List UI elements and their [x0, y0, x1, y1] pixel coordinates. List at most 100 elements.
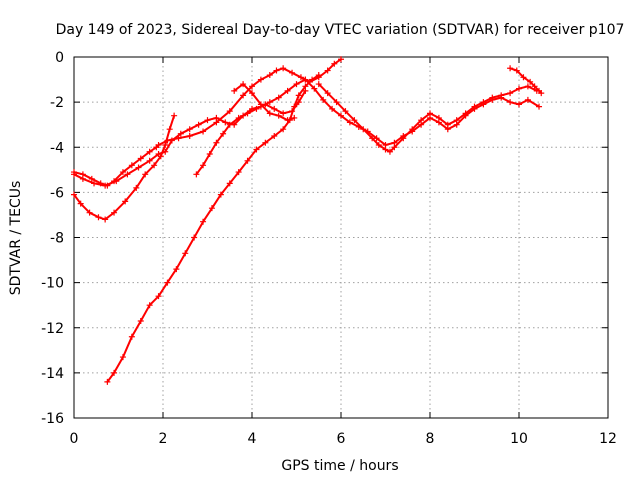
data-point	[320, 96, 327, 103]
series-trace	[73, 114, 176, 221]
y-tick-label: 0	[55, 50, 64, 66]
data-point	[95, 214, 102, 221]
data-point	[338, 112, 344, 119]
y-tick-label: -12	[41, 321, 64, 337]
data-point	[155, 293, 162, 300]
data-point	[444, 126, 451, 133]
data-point	[280, 126, 287, 133]
data-point	[346, 119, 353, 126]
data-point	[213, 114, 220, 121]
data-point	[453, 121, 460, 128]
data-point	[235, 169, 242, 176]
chart-title: Day 149 of 2023, Sidereal Day-to-day VTE…	[56, 22, 625, 38]
series-trace	[509, 67, 543, 95]
data-point	[128, 333, 135, 340]
data-point	[315, 72, 322, 79]
data-point	[480, 101, 487, 108]
y-tick-label: -8	[50, 231, 64, 247]
data-point	[133, 184, 140, 191]
data-series	[71, 56, 545, 385]
data-point	[171, 112, 178, 119]
x-tick-label: 0	[70, 431, 79, 447]
series-trace	[195, 89, 307, 176]
data-point	[235, 114, 242, 121]
data-point	[462, 112, 469, 119]
x-tick-label: 2	[159, 431, 168, 447]
data-point	[177, 130, 184, 137]
series-track-e	[193, 87, 309, 178]
data-point	[195, 121, 202, 128]
data-point	[122, 198, 129, 205]
data-point	[124, 171, 131, 178]
data-point	[200, 162, 207, 169]
data-point	[382, 141, 389, 148]
data-point	[168, 137, 175, 144]
data-point	[271, 105, 278, 112]
data-point	[524, 83, 531, 90]
data-point	[213, 139, 220, 146]
data-point	[222, 119, 229, 126]
data-point	[289, 69, 296, 76]
data-point	[329, 105, 336, 112]
data-point	[538, 90, 545, 97]
series-track-f	[231, 81, 298, 124]
data-point	[520, 74, 527, 81]
data-point	[315, 81, 322, 88]
data-point	[295, 92, 302, 99]
series-track-b	[71, 76, 309, 189]
data-point	[119, 354, 126, 361]
series-trace	[304, 78, 540, 146]
data-point	[400, 132, 407, 139]
data-point	[507, 99, 514, 106]
data-point	[146, 302, 153, 309]
data-point	[253, 146, 260, 153]
data-point	[507, 65, 514, 72]
data-point	[391, 139, 398, 146]
data-point	[113, 178, 120, 185]
data-point	[516, 101, 522, 108]
data-point	[280, 65, 287, 72]
data-point	[193, 171, 200, 178]
data-point	[271, 132, 278, 139]
data-point	[266, 72, 273, 79]
data-point	[166, 126, 173, 133]
axis-ticks: 0 2 4 6 8 10 12 0 -2 -4 -6 -8 -10 -12 -14 -16	[41, 50, 617, 447]
y-axis-label: SDTVAR / TECUs	[8, 181, 24, 296]
data-point	[244, 157, 251, 164]
data-point	[191, 234, 198, 241]
data-point	[342, 108, 349, 115]
data-point	[249, 90, 255, 97]
data-point	[427, 114, 433, 121]
data-point	[162, 141, 169, 148]
data-point	[77, 200, 84, 207]
data-point	[338, 56, 344, 63]
y-tick-label: -10	[41, 276, 64, 292]
data-point	[155, 141, 162, 148]
data-point	[157, 153, 164, 160]
data-point	[119, 169, 126, 176]
data-point	[418, 121, 425, 128]
data-point	[257, 76, 264, 83]
data-point	[71, 191, 77, 198]
x-tick-label: 4	[248, 431, 257, 447]
data-point	[240, 81, 247, 88]
data-point	[91, 180, 98, 187]
data-point	[135, 164, 142, 171]
data-point	[142, 171, 149, 178]
data-point	[257, 101, 264, 108]
data-point	[208, 205, 215, 212]
data-point	[249, 83, 255, 90]
data-point	[355, 123, 362, 130]
data-point	[200, 128, 207, 135]
data-point	[204, 117, 211, 124]
data-point	[266, 110, 273, 117]
data-point	[253, 105, 260, 112]
data-point	[280, 110, 287, 117]
data-point	[324, 67, 331, 74]
series-trace	[73, 78, 307, 187]
x-tick-label: 10	[510, 431, 528, 447]
data-point	[173, 266, 180, 273]
data-point	[324, 90, 331, 97]
data-point	[240, 92, 247, 99]
